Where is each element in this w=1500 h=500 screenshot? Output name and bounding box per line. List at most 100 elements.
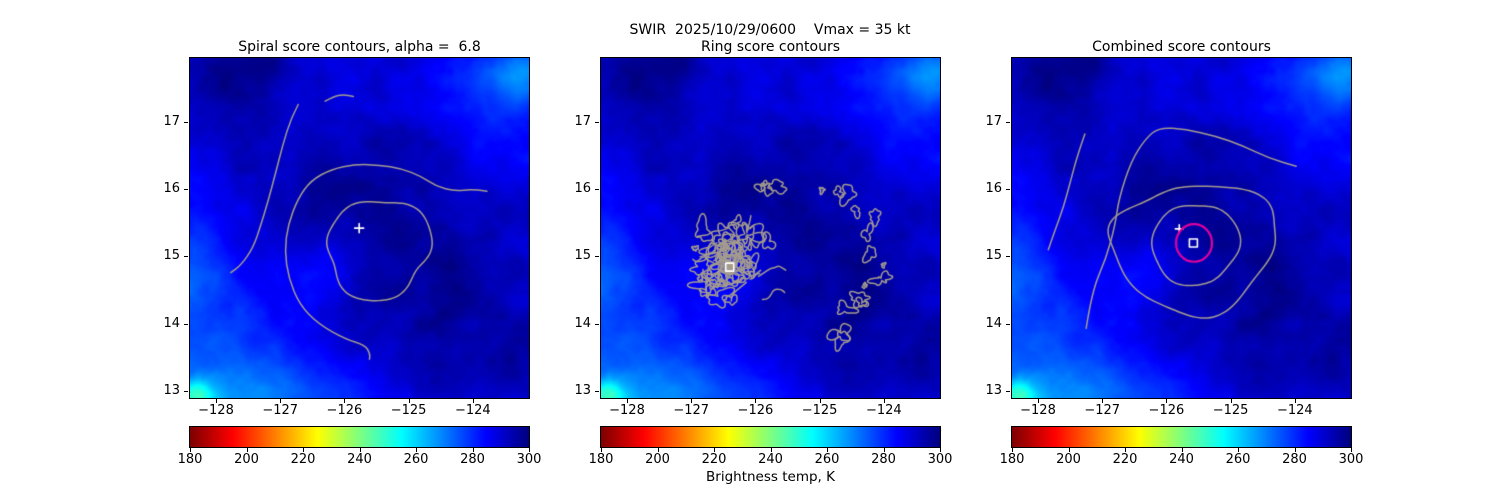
colorbar-tick-mark (940, 448, 941, 452)
colorbar-tick-label: 240 (1169, 452, 1194, 467)
colorbar-spiral-gradient (190, 427, 529, 447)
x-tick-label: −124 (865, 403, 902, 418)
y-tick-label: 17 (985, 113, 1002, 129)
ring-panel-title: Ring score contours (700, 39, 840, 55)
colorbar-tick-label: 200 (645, 452, 670, 467)
y-tick-mark (184, 323, 188, 325)
colorbar-tick-label: 220 (290, 452, 316, 467)
colorbar-tick-label: 220 (1112, 452, 1138, 467)
spiral-score-panel (189, 57, 530, 399)
x-tick-mark (1102, 399, 1104, 403)
colorbar-combined-gradient (1012, 427, 1351, 447)
y-tick-label: 13 (163, 382, 180, 398)
colorbar-tick-label: 260 (1225, 452, 1251, 467)
y-tick-mark (1006, 390, 1010, 392)
colorbar-tick-label: 260 (814, 452, 840, 467)
colorbar-tick-label: 280 (1282, 452, 1307, 467)
combined-score-panel (1011, 57, 1352, 399)
colorbar-tick-mark (657, 448, 659, 452)
ring-score-map-image (601, 58, 940, 398)
colorbar-tick-mark (246, 448, 248, 452)
colorbar-tick-label: 180 (588, 452, 614, 467)
colorbar-tick-mark (1238, 448, 1239, 452)
colorbar-ring-gradient (601, 427, 940, 447)
x-tick-mark (408, 399, 410, 403)
colorbar-tick-mark (1181, 448, 1183, 452)
colorbar-tick-mark (190, 448, 191, 452)
x-tick-mark (819, 399, 821, 403)
x-tick-mark (627, 399, 628, 403)
x-tick-mark (755, 399, 757, 403)
x-tick-label: −125 (390, 403, 427, 418)
x-tick-label: −125 (801, 403, 838, 418)
y-tick-label: 14 (574, 315, 591, 331)
combined-score-map-image (1012, 58, 1351, 398)
colorbar-tick-mark (416, 448, 417, 452)
x-tick-mark (344, 399, 346, 403)
figure-suptitle: SWIR 2025/10/29/0600 Vmax = 35 kt (629, 22, 911, 38)
y-tick-label: 16 (985, 181, 1002, 197)
y-tick-label: 13 (574, 382, 591, 398)
colorbar-tick-label: 180 (999, 452, 1025, 467)
x-tick-label: −127 (673, 403, 710, 418)
x-tick-mark (1166, 399, 1168, 403)
colorbar-tick-label: 300 (516, 452, 542, 467)
y-tick-label: 15 (574, 248, 591, 264)
x-tick-label: −127 (262, 403, 299, 418)
y-tick-mark (595, 121, 599, 123)
colorbar-tick-mark (714, 448, 715, 452)
x-tick-label: −124 (454, 403, 491, 418)
y-tick-mark (1006, 121, 1010, 123)
y-tick-mark (595, 323, 599, 325)
colorbar-axis-label: Brightness temp, K (706, 469, 835, 485)
colorbar-tick-label: 280 (460, 452, 485, 467)
x-tick-label: −125 (1212, 403, 1249, 418)
colorbar-tick-mark (1294, 448, 1296, 452)
x-tick-label: −126 (737, 403, 774, 418)
y-tick-label: 14 (163, 315, 180, 331)
colorbar-tick-mark (883, 448, 885, 452)
x-tick-mark (280, 399, 282, 403)
colorbar-tick-label: 220 (701, 452, 727, 467)
colorbar-tick-mark (359, 448, 361, 452)
spiral-panel-title: Spiral score contours, alpha = 6.8 (238, 39, 481, 55)
x-tick-label: −126 (1148, 403, 1185, 418)
y-tick-mark (1006, 323, 1010, 325)
x-tick-label: −128 (1020, 403, 1056, 418)
y-tick-mark (1006, 189, 1010, 191)
colorbar-tick-mark (529, 448, 530, 452)
y-tick-label: 17 (574, 113, 591, 129)
y-tick-mark (595, 256, 599, 258)
spiral-score-map-image (190, 58, 529, 398)
colorbar-tick-label: 200 (234, 452, 259, 467)
y-tick-mark (595, 390, 599, 392)
x-tick-mark (1294, 399, 1296, 403)
x-tick-mark (1230, 399, 1232, 403)
ring-score-panel (600, 57, 941, 399)
y-tick-mark (184, 390, 188, 392)
colorbar-tick-label: 280 (871, 452, 896, 467)
y-tick-label: 14 (985, 315, 1002, 331)
x-tick-mark (1038, 399, 1039, 403)
x-tick-label: −128 (609, 403, 645, 418)
colorbar-tick-mark (1012, 448, 1013, 452)
y-tick-label: 17 (163, 113, 180, 129)
y-tick-label: 15 (985, 248, 1002, 264)
y-tick-label: 16 (163, 181, 180, 197)
colorbar-tick-label: 240 (758, 452, 783, 467)
colorbar-combined (1011, 426, 1352, 448)
x-tick-label: −128 (198, 403, 234, 418)
colorbar-spiral (189, 426, 530, 448)
x-tick-label: −124 (1276, 403, 1313, 418)
y-tick-label: 15 (163, 248, 180, 264)
colorbar-tick-label: 300 (927, 452, 953, 467)
y-tick-label: 16 (574, 181, 591, 197)
y-tick-mark (184, 189, 188, 191)
colorbar-ring (600, 426, 941, 448)
colorbar-tick-label: 180 (177, 452, 203, 467)
colorbar-tick-mark (472, 448, 474, 452)
colorbar-tick-mark (1351, 448, 1352, 452)
colorbar-tick-label: 260 (403, 452, 429, 467)
x-tick-mark (472, 399, 474, 403)
